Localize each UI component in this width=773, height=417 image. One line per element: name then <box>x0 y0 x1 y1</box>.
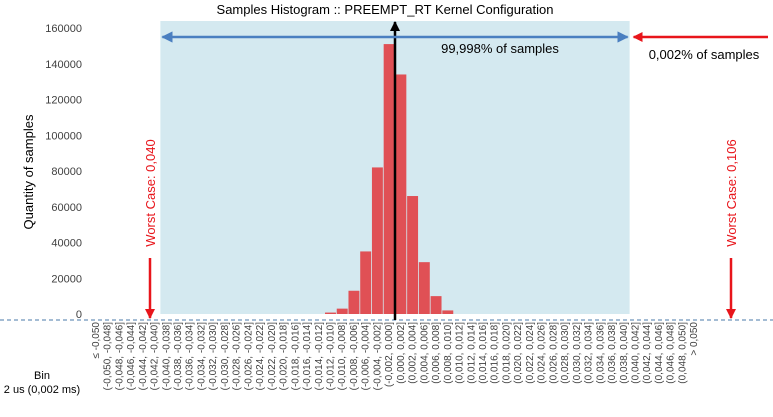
x-tick-label-0: ≤ -0,050 <box>91 322 102 359</box>
y-tick-label-7: 140000 <box>45 59 82 71</box>
x-tick-label-1: (-0,050, -0,048] <box>103 322 114 391</box>
x-tick-label-43: (0,034, 0,036] <box>595 322 606 384</box>
x-tick-label-27: (0,002, 0,004] <box>408 322 419 384</box>
x-tick-label-42: (0,032, 0,034] <box>584 322 595 384</box>
bar-27 <box>407 196 419 314</box>
x-tick-label-3: (-0,046, -0,044] <box>126 322 137 391</box>
x-tick-label-38: (0,024, 0,026] <box>537 322 548 384</box>
annotation-outside: 0,002% of samples <box>649 47 760 62</box>
x-tick-label-15: (-0,022, -0,020] <box>267 322 278 391</box>
worst-case-right-label: Worst Case: 0,106 <box>724 139 739 246</box>
x-tick-label-35: (0,018, 0,020] <box>501 322 512 384</box>
x-tick-label-22: (-0,008, -0,006] <box>349 322 360 391</box>
x-tick-label-41: (0,030, 0,032] <box>572 322 583 384</box>
x-tick-label-51: > 0,050 <box>689 322 700 356</box>
x-tick-label-19: (-0,014, -0,012] <box>314 322 325 391</box>
x-tick-label-48: (0,044, 0,046] <box>654 322 665 384</box>
bar-28 <box>418 262 430 314</box>
x-tick-label-5: (-0,042, -0,040] <box>150 322 161 391</box>
bar-25 <box>383 44 395 315</box>
x-tick-label-33: (0,014, 0,016] <box>478 322 489 384</box>
x-tick-label-24: (-0,004, -0,002] <box>372 322 383 391</box>
x-tick-label-26: (0,000, 0,002] <box>396 322 407 384</box>
x-tick-label-45: (0,038, 0,040] <box>619 322 630 384</box>
x-tick-label-49: (0,046, 0,048] <box>666 322 677 384</box>
x-tick-label-16: (-0,020, -0,018] <box>279 322 290 391</box>
y-tick-label-8: 160000 <box>45 23 82 35</box>
x-tick-label-28: (0,004, 0,006] <box>419 322 430 384</box>
x-tick-label-29: (0,006, 0,008] <box>431 322 442 384</box>
bars <box>325 44 454 315</box>
bar-30 <box>442 310 454 314</box>
bar-21 <box>336 308 348 314</box>
y-axis-label: Quantity of samples <box>21 114 36 229</box>
x-tick-label-2: (-0,048, -0,046] <box>114 322 125 391</box>
x-tick-label-14: (-0,024, -0,022] <box>255 322 266 391</box>
x-tick-label-50: (0,048, 0,050] <box>677 322 688 384</box>
x-tick-label-11: (-0,030, -0,028] <box>220 322 231 391</box>
x-tick-label-44: (0,036, 0,038] <box>607 322 618 384</box>
worst-case-left-label: Worst Case: 0,040 <box>143 139 158 246</box>
bar-20 <box>325 312 336 314</box>
y-tick-label-2: 40000 <box>51 238 82 250</box>
x-tick-label-30: (0,008, 0,010] <box>443 322 454 384</box>
x-tick-label-20: (-0,012, -0,010] <box>325 322 336 391</box>
x-axis-label-line-1: Bin <box>34 370 50 382</box>
x-tick-label-21: (-0,010, -0,008] <box>337 322 348 391</box>
x-tick-label-39: (0,026, 0,028] <box>548 322 559 384</box>
y-tick-label-4: 80000 <box>51 166 82 178</box>
x-tick-label-17: (-0,018, -0,016] <box>290 322 301 391</box>
y-tick-label-1: 20000 <box>51 273 82 285</box>
y-tick-label-3: 60000 <box>51 202 82 214</box>
x-tick-label-6: (-0,040, -0,038] <box>161 322 172 391</box>
chart-title: Samples Histogram :: PREEMPT_RT Kernel C… <box>217 2 554 17</box>
x-tick-label-18: (-0,016, -0,014] <box>302 322 313 391</box>
x-tick-label-47: (0,042, 0,044] <box>642 322 653 384</box>
x-tick-label-10: (-0,032, -0,030] <box>208 322 219 391</box>
y-axis: 0 20000 40000 60000 80000 100000 120000 140000 1… <box>45 23 82 321</box>
bar-24 <box>371 167 383 314</box>
x-tick-label-31: (0,010, 0,012] <box>455 322 466 384</box>
x-tick-label-12: (-0,028, -0,026] <box>232 322 243 391</box>
bar-22 <box>348 290 360 314</box>
x-tick-label-40: (0,028, 0,030] <box>560 322 571 384</box>
annotation-inside: 99,998% of samples <box>441 41 559 56</box>
x-tick-label-36: (0,020, 0,022] <box>513 322 524 384</box>
x-tick-label-46: (0,040, 0,042] <box>630 322 641 384</box>
x-tick-label-13: (-0,026, -0,024] <box>243 322 254 391</box>
x-tick-label-25: (-0,002, 0,000] <box>384 322 395 387</box>
y-tick-label-6: 120000 <box>45 95 82 107</box>
x-axis: ≤ -0,050 (-0,050, -0,048] (-0,048, -0,046]… <box>91 322 700 391</box>
x-tick-label-4: (-0,044, -0,042] <box>138 322 149 391</box>
x-tick-label-23: (-0,006, -0,004] <box>361 322 372 391</box>
y-tick-label-0: 0 <box>76 309 82 321</box>
x-tick-label-32: (0,012, 0,014] <box>466 322 477 384</box>
x-tick-label-7: (-0,038, -0,036] <box>173 322 184 391</box>
x-tick-label-8: (-0,036, -0,034] <box>185 322 196 391</box>
x-axis-label-line-2: 2 us (0,002 ms) <box>4 384 80 396</box>
y-tick-label-5: 100000 <box>45 130 82 142</box>
bar-23 <box>360 251 372 314</box>
x-tick-label-34: (0,016, 0,018] <box>490 322 501 384</box>
x-tick-label-9: (-0,034, -0,032] <box>196 322 207 391</box>
bar-26 <box>395 74 407 314</box>
x-tick-label-37: (0,022, 0,024] <box>525 322 536 384</box>
bar-29 <box>430 296 442 314</box>
